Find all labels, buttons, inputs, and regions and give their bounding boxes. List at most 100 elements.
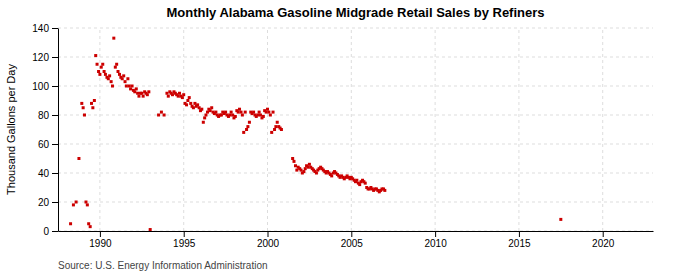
point: [133, 90, 136, 93]
point: [149, 228, 152, 231]
grid-line: [58, 144, 653, 145]
point: [355, 179, 358, 182]
point: [189, 102, 192, 105]
point: [330, 174, 333, 177]
point: [131, 85, 134, 88]
point: [182, 93, 185, 96]
point: [111, 85, 114, 88]
point: [193, 102, 196, 105]
tick: 2010: [424, 231, 447, 249]
tick-mark: [268, 231, 269, 237]
tick-mark: [519, 231, 520, 237]
point: [178, 92, 181, 95]
point: [137, 95, 140, 98]
point: [98, 73, 101, 76]
point: [308, 163, 311, 166]
point: [107, 77, 110, 80]
point: [291, 157, 294, 160]
y-axis-line: [58, 29, 59, 232]
point: [122, 74, 125, 77]
point: [256, 114, 259, 117]
point: [269, 114, 272, 117]
tick-label: 60: [38, 139, 50, 150]
point: [272, 111, 275, 114]
point: [186, 99, 189, 102]
point: [267, 111, 270, 114]
point: [181, 96, 184, 99]
y-axis-title: Thousand Gallons per Day: [5, 64, 17, 195]
point: [220, 114, 223, 117]
tick-label: 2010: [424, 238, 447, 249]
grid: [58, 28, 653, 231]
tick: 2015: [508, 231, 531, 249]
point: [307, 166, 310, 169]
grid-line: [183, 28, 184, 231]
tick: 100: [32, 81, 58, 92]
point: [167, 95, 170, 98]
point: [91, 106, 94, 109]
tick: 140: [32, 23, 58, 34]
point: [75, 201, 78, 204]
chart: 1990199520002005201020152020020406080100…: [0, 0, 675, 275]
point: [103, 70, 106, 73]
point: [252, 111, 255, 114]
grid-line: [58, 202, 653, 203]
point: [228, 114, 231, 117]
tick: 2020: [592, 231, 615, 249]
point: [84, 201, 87, 204]
point: [237, 111, 240, 114]
point: [200, 108, 203, 111]
tick-label: 80: [38, 110, 50, 121]
point: [83, 114, 86, 117]
point: [238, 108, 241, 111]
tick-mark: [52, 57, 58, 58]
point: [94, 54, 97, 57]
grid-line: [58, 57, 653, 58]
point: [118, 73, 121, 76]
tick-mark: [435, 231, 436, 237]
grid-line: [602, 28, 603, 231]
point: [87, 222, 90, 225]
grid-line: [58, 231, 653, 232]
point: [292, 160, 295, 163]
grid-line: [58, 115, 653, 116]
point: [115, 63, 118, 66]
tick: 2000: [257, 231, 280, 249]
tick-mark: [52, 202, 58, 203]
title: Monthly Alabama Gasoline Midgrade Retail…: [166, 5, 544, 20]
point: [129, 87, 132, 90]
point: [125, 85, 128, 88]
y-axis: 020406080100120140: [32, 23, 58, 237]
point: [108, 74, 111, 77]
tick-mark: [52, 86, 58, 87]
point: [104, 73, 107, 76]
grid-line: [518, 28, 519, 231]
point: [203, 116, 206, 119]
point: [259, 114, 262, 117]
tick-mark: [52, 144, 58, 145]
point: [72, 203, 75, 206]
point: [90, 102, 93, 105]
point: [273, 128, 276, 131]
x-axis-line: [59, 231, 654, 232]
point: [241, 114, 244, 117]
point: [224, 111, 227, 114]
point: [302, 170, 305, 173]
tick-label: 2005: [341, 238, 364, 249]
point: [124, 80, 127, 83]
point: [163, 114, 166, 117]
tick: 40: [38, 168, 58, 179]
point: [140, 92, 143, 95]
grid-line: [58, 86, 653, 87]
point: [147, 90, 150, 93]
point: [266, 108, 269, 111]
tick-label: 1995: [173, 238, 196, 249]
tick-mark: [603, 231, 604, 237]
point: [157, 114, 160, 117]
point: [185, 103, 188, 106]
tick-label: 2020: [592, 238, 615, 249]
point: [165, 92, 168, 95]
point: [135, 87, 138, 90]
point: [206, 111, 209, 114]
tick-mark: [184, 231, 185, 237]
